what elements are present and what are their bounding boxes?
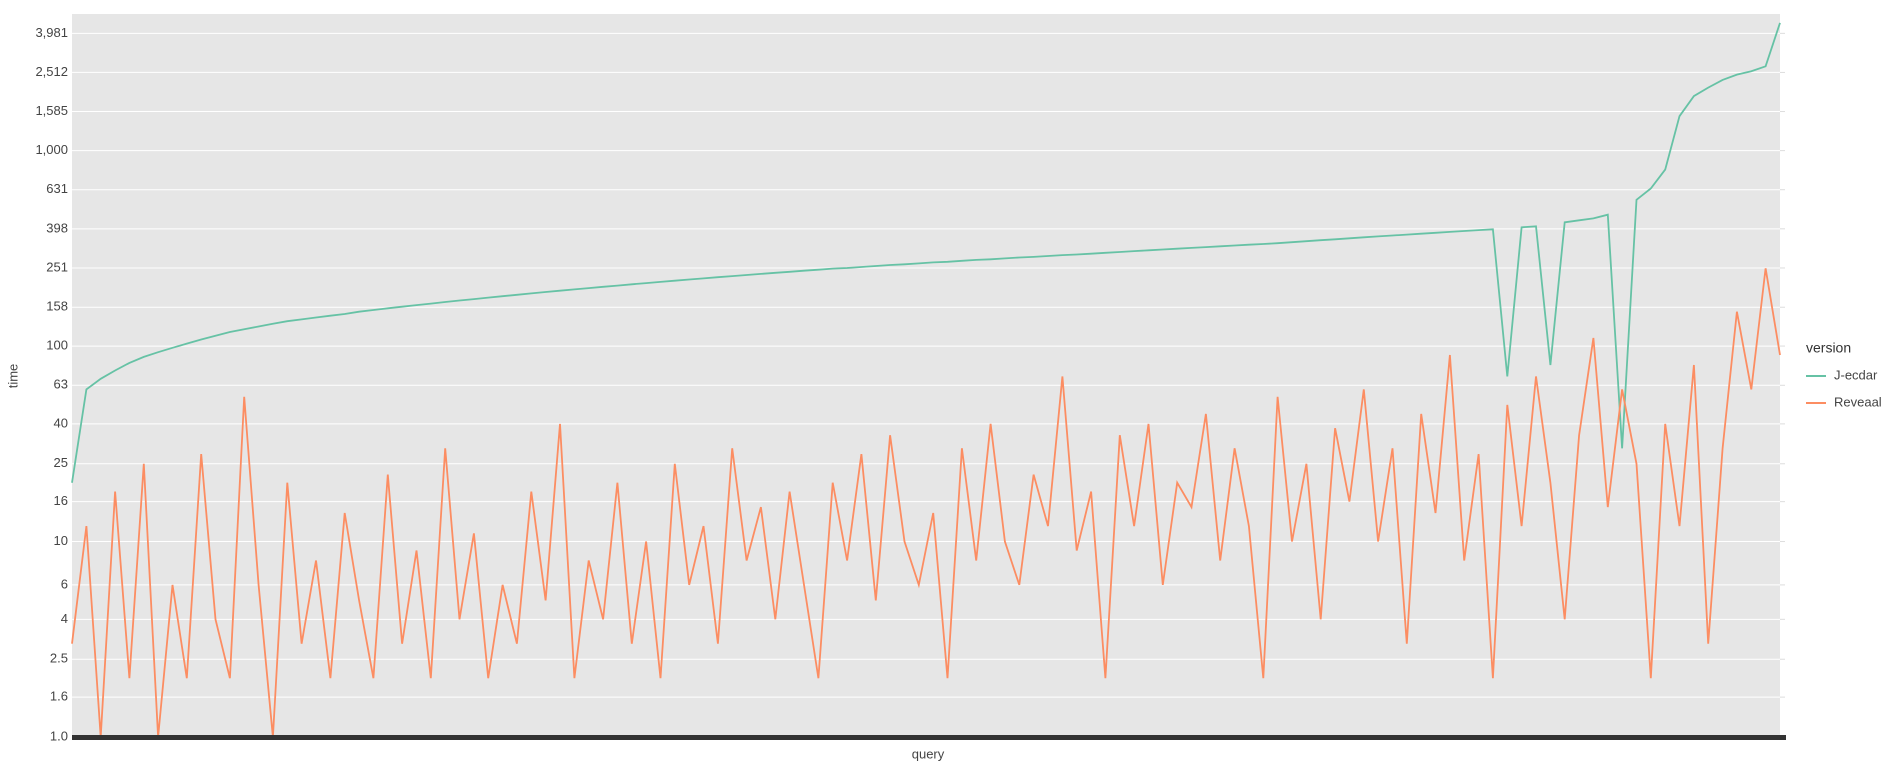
y-tick-label: 631: [46, 181, 68, 196]
y-tick-label: 63: [54, 377, 68, 392]
plot-background: [72, 14, 1780, 737]
y-tick-label: 1.6: [50, 689, 68, 704]
y-tick-label: 16: [54, 493, 68, 508]
y-tick-label: 10: [54, 533, 68, 548]
series-line: [71, 22, 1781, 483]
y-tick-label: 3,981: [35, 25, 68, 40]
legend-title: version: [1806, 340, 1851, 356]
y-tick-label: 100: [46, 338, 68, 353]
y-tick-label: 1.0: [50, 728, 68, 743]
y-tick-label: 6: [61, 576, 68, 591]
y-tick-label: 158: [46, 299, 68, 314]
series-line: [71, 268, 1781, 738]
y-tick-label: 2,512: [35, 64, 68, 79]
y-tick-label: 25: [54, 455, 68, 470]
y-tick-label: 4: [61, 611, 68, 626]
y-tick-label: 40: [54, 415, 68, 430]
y-tick-label: 1,000: [35, 142, 68, 157]
x-axis-title: query: [912, 746, 945, 761]
x-axis-bar: [72, 735, 1786, 740]
y-tick-label: 398: [46, 220, 68, 235]
y-tick-label: 1,585: [35, 103, 68, 118]
y-tick-label: 251: [46, 259, 68, 274]
y-tick-label: 2.5: [50, 651, 68, 666]
legend-label: Reveaal: [1834, 394, 1882, 409]
y-axis-title: time: [5, 364, 20, 389]
legend-label: J-ecdar: [1834, 367, 1878, 382]
